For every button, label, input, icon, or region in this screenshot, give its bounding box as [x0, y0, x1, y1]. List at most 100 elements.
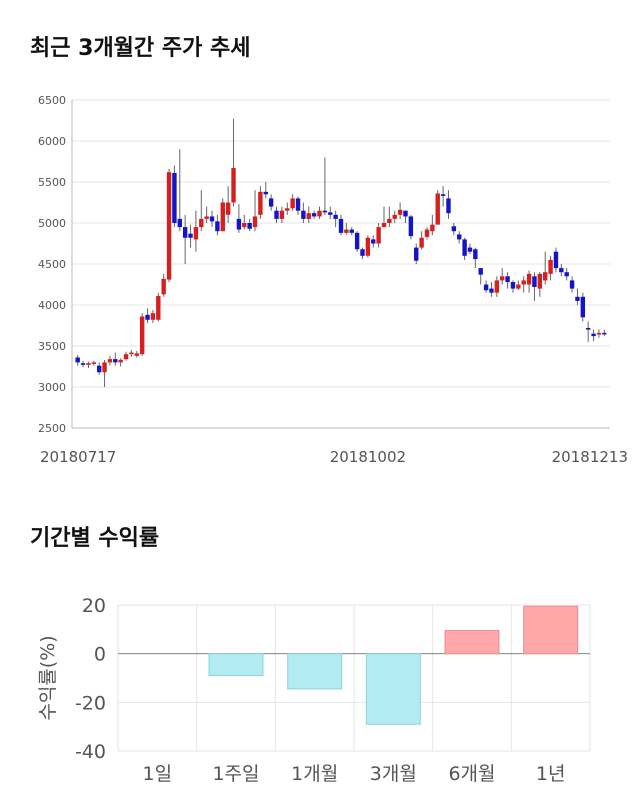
candle-down	[564, 272, 569, 277]
candle-up	[225, 202, 231, 215]
candle-down	[403, 210, 408, 217]
candle-down	[473, 249, 478, 260]
candle-down	[532, 276, 537, 287]
candle-down	[96, 365, 102, 373]
candle-up	[548, 259, 553, 274]
candle-down	[188, 233, 193, 238]
candle-down	[505, 276, 510, 283]
candle-up	[156, 295, 161, 320]
candle-up	[344, 229, 349, 233]
candle-down	[301, 210, 306, 219]
candle-up	[86, 363, 91, 365]
x-tick-label: 1개월	[291, 763, 338, 785]
candle-down	[338, 218, 344, 233]
x-tick-label: 6개월	[448, 763, 495, 785]
y-tick-label: 2500	[38, 422, 66, 435]
candle-up	[129, 352, 134, 355]
candle-down	[182, 227, 188, 238]
candle-down	[145, 314, 150, 320]
y-tick-label: 6500	[38, 94, 66, 107]
candle-down	[236, 218, 242, 230]
candle-up	[596, 332, 602, 335]
candle-down	[559, 268, 564, 273]
y-tick-label: -40	[75, 741, 106, 763]
return-bar	[287, 653, 343, 690]
candle-up	[107, 359, 113, 363]
x-tick-label: 20181213	[552, 448, 628, 466]
candle-down	[553, 251, 559, 269]
candle-down	[333, 214, 338, 219]
candle-up	[220, 202, 225, 232]
y-tick-label: -20	[75, 692, 106, 714]
return-bar	[208, 653, 264, 677]
candle-up	[521, 280, 526, 285]
candle-down	[360, 249, 365, 256]
candle-up	[430, 224, 435, 232]
candle-down	[274, 210, 279, 219]
y-tick-label: 6000	[38, 135, 66, 148]
candle-up	[166, 172, 172, 280]
candle-down	[354, 232, 360, 250]
candle-up	[231, 168, 236, 203]
candle-up	[193, 227, 199, 240]
candle-up	[543, 272, 548, 281]
x-tick-label: 1년	[536, 763, 566, 785]
x-tick-label: 20181002	[330, 448, 406, 466]
candle-up	[435, 193, 440, 225]
y-tick-label: 4000	[38, 299, 66, 312]
candle-up	[397, 209, 403, 215]
y-tick-label: 3000	[38, 381, 66, 394]
candle-up	[199, 218, 204, 228]
candle-down	[451, 226, 457, 232]
candle-down	[585, 327, 591, 330]
candle-down	[209, 216, 215, 222]
candle-up	[317, 210, 322, 217]
candle-down	[177, 218, 182, 228]
candle-down	[268, 198, 274, 207]
candle-down	[440, 194, 446, 196]
candle-down	[591, 333, 596, 337]
return-bar	[523, 605, 579, 655]
y-tick-label: 5500	[38, 176, 66, 189]
y-tick-label: 5000	[38, 217, 66, 230]
candle-up	[365, 237, 371, 256]
candle-up	[134, 353, 139, 356]
x-tick-label: 1일	[143, 763, 173, 785]
candle-down	[113, 359, 118, 363]
candle-up	[500, 276, 505, 281]
candle-down	[510, 282, 516, 289]
x-tick-label: 1주일	[212, 763, 259, 785]
candle-up	[285, 208, 290, 211]
candle-up	[424, 229, 430, 237]
candle-down	[328, 212, 333, 215]
candle-up	[306, 213, 311, 219]
candle-up	[150, 313, 156, 320]
candle-down	[408, 216, 414, 237]
candle-up	[279, 210, 285, 219]
candle-down	[446, 198, 451, 214]
candle-up	[516, 284, 521, 289]
x-tick-label: 3개월	[370, 763, 417, 785]
candle-up	[387, 218, 392, 223]
candle-down	[569, 280, 575, 289]
candle-down	[462, 239, 467, 256]
candle-down	[215, 221, 220, 232]
candle-down	[311, 213, 317, 217]
return-bar	[365, 653, 421, 725]
candle-up	[526, 273, 532, 285]
x-tick-label: 20180717	[40, 448, 116, 466]
period-return-title: 기간별 수익률	[30, 526, 160, 551]
candle-down	[322, 210, 328, 213]
y-tick-label: 4500	[38, 258, 66, 271]
candle-up	[139, 316, 145, 355]
candle-up	[102, 362, 107, 373]
candle-up	[123, 354, 129, 360]
candle-up	[204, 216, 209, 219]
candle-up	[161, 278, 166, 295]
candle-down	[489, 288, 494, 293]
candle-up	[537, 273, 543, 289]
candle-down	[478, 268, 483, 275]
candle-down	[602, 332, 607, 335]
price-trend-title: 최근 3개월간 주가 추세	[30, 36, 251, 61]
